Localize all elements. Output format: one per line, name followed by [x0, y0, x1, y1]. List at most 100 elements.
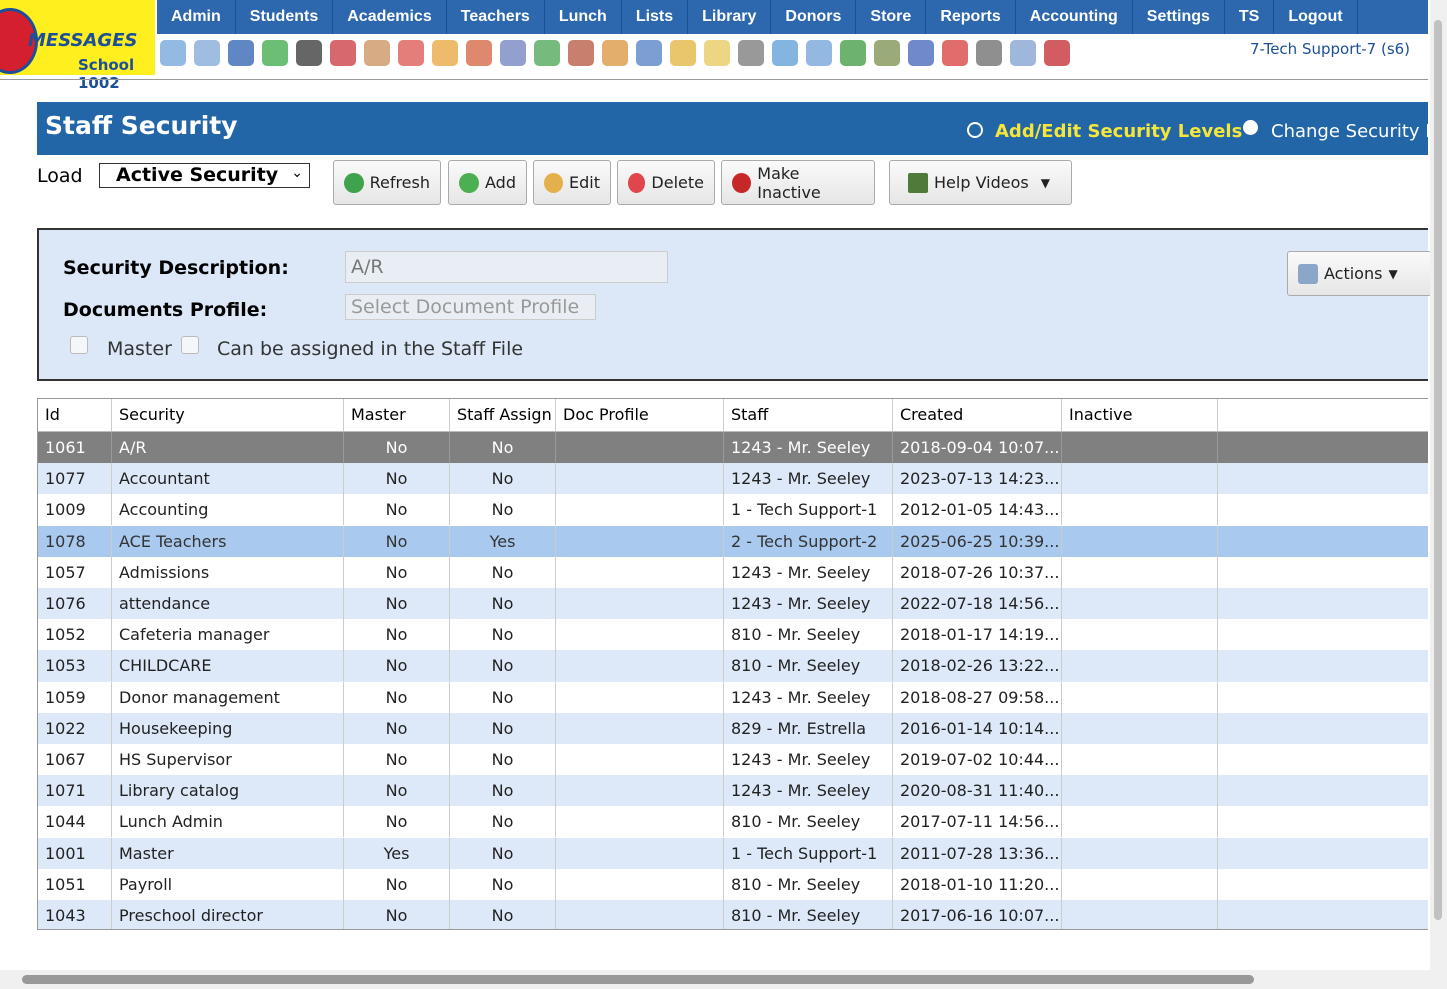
- logo[interactable]: MESSAGES School 1002: [0, 0, 155, 92]
- column-header[interactable]: Staff: [724, 399, 893, 431]
- vertical-scrollbar[interactable]: [1430, 0, 1447, 970]
- toolbar-icon[interactable]: [670, 40, 696, 66]
- scroll-thumb[interactable]: [1434, 20, 1442, 920]
- toolbar-icon[interactable]: [976, 40, 1002, 66]
- toolbar-icon[interactable]: [534, 40, 560, 66]
- checkbox[interactable]: [70, 336, 88, 354]
- nav-item[interactable]: Reports: [926, 0, 1016, 34]
- toolbar-icon[interactable]: [296, 40, 322, 66]
- table-cell: [556, 556, 724, 588]
- table-row[interactable]: 1057 Admissions No No 1243 - Mr. Seeley 2018-…: [38, 556, 1428, 588]
- column-header[interactable]: Security: [112, 399, 344, 431]
- nav-item[interactable]: Lists: [622, 0, 689, 34]
- toolbar-icon[interactable]: [330, 40, 356, 66]
- table-cell: attendance: [112, 588, 344, 619]
- table-cell: [1062, 556, 1218, 588]
- user-label[interactable]: 7-Tech Support-7 (s6): [1250, 40, 1411, 58]
- checkbox[interactable]: [181, 336, 199, 354]
- toolbar-icon[interactable]: [568, 40, 594, 66]
- table-cell: 810 - Mr. Seeley: [724, 806, 893, 838]
- toolbar-icon[interactable]: [160, 40, 186, 66]
- toolbar-icon[interactable]: [908, 40, 934, 66]
- toolbar-icon[interactable]: [228, 40, 254, 66]
- nav-item[interactable]: Teachers: [447, 0, 545, 34]
- mode-option[interactable]: Add/Edit Security Levels: [995, 121, 1243, 142]
- nav-item[interactable]: Academics: [333, 0, 447, 34]
- toolbar-icon[interactable]: [432, 40, 458, 66]
- table-row[interactable]: 1078 ACE Teachers No Yes 2 - Tech Support-2 2…: [38, 525, 1428, 557]
- nav-item[interactable]: Admin: [157, 0, 236, 34]
- nav-item[interactable]: TS: [1225, 0, 1275, 34]
- column-header[interactable]: Master: [344, 399, 450, 431]
- toolbar-icon[interactable]: [738, 40, 764, 66]
- table-row[interactable]: 1051 Payroll No No 810 - Mr. Seeley 2018-01-1…: [38, 868, 1428, 900]
- actions-button[interactable]: Actions ▼: [1287, 251, 1432, 296]
- nav-item[interactable]: Donors: [771, 0, 857, 34]
- horizontal-scrollbar[interactable]: [0, 970, 1447, 989]
- toolbar-icon[interactable]: [364, 40, 390, 66]
- table-row[interactable]: 1044 Lunch Admin No No 810 - Mr. Seeley 2017-…: [38, 806, 1428, 838]
- toolbar-button[interactable]: Help Videos ▼: [889, 160, 1072, 205]
- toolbar-button[interactable]: Edit: [533, 160, 611, 205]
- nav-item[interactable]: Students: [236, 0, 334, 34]
- toolbar-icon[interactable]: [840, 40, 866, 66]
- toolbar-icon[interactable]: [500, 40, 526, 66]
- table-row[interactable]: 1001 Master Yes No 1 - Tech Support-1 2011-07…: [38, 837, 1428, 869]
- table-cell: No: [450, 775, 556, 807]
- table-row[interactable]: 1077 Accountant No No 1243 - Mr. Seeley 2023-…: [38, 463, 1428, 495]
- table-row[interactable]: 1076 attendance No No 1243 - Mr. Seeley 2022-…: [38, 588, 1428, 620]
- table-row[interactable]: 1009 Accounting No No 1 - Tech Support-1 2012…: [38, 494, 1428, 526]
- toolbar-icon[interactable]: [262, 40, 288, 66]
- column-header[interactable]: Doc Profile: [556, 399, 724, 431]
- toolbar-button[interactable]: Refresh: [333, 160, 441, 205]
- table-row[interactable]: 1067 HS Supervisor No No 1243 - Mr. Seeley 20…: [38, 744, 1428, 776]
- column-header[interactable]: Staff Assign: [450, 399, 556, 431]
- toolbar-icon[interactable]: [636, 40, 662, 66]
- nav-item[interactable]: Logout: [1274, 0, 1358, 34]
- toolbar-icon[interactable]: [942, 40, 968, 66]
- toolbar-button[interactable]: Add: [448, 160, 527, 205]
- column-header[interactable]: Created: [893, 399, 1062, 431]
- table-cell: No: [450, 619, 556, 651]
- load-select[interactable]: Active Security ⌄: [99, 163, 310, 188]
- toolbar-button[interactable]: Delete: [617, 160, 715, 205]
- field-label: Documents Profile:: [63, 299, 268, 321]
- nav-item[interactable]: Lunch: [545, 0, 622, 34]
- toolbar-icon[interactable]: [466, 40, 492, 66]
- button-label: Delete: [651, 173, 704, 192]
- table-row[interactable]: 1052 Cafeteria manager No No 810 - Mr. Seele…: [38, 619, 1428, 651]
- toolbar-icon[interactable]: [704, 40, 730, 66]
- radio[interactable]: [967, 122, 983, 138]
- toolbar-icon[interactable]: [806, 40, 832, 66]
- button-icon: [544, 172, 564, 193]
- table-row[interactable]: 1043 Preschool director No No 810 - Mr. Seel…: [38, 900, 1428, 929]
- table-cell: [1062, 525, 1218, 557]
- toolbar-button[interactable]: Make Inactive: [721, 160, 875, 205]
- mode-option[interactable]: Change Security Levels: [1271, 121, 1428, 142]
- scroll-thumb[interactable]: [22, 975, 1254, 984]
- checkbox-label: Can be assigned in the Staff File: [217, 338, 524, 360]
- column-header[interactable]: Id: [38, 399, 112, 431]
- button-icon: [732, 172, 752, 193]
- table-row[interactable]: 1022 Housekeeping No No 829 - Mr. Estrella 20…: [38, 712, 1428, 744]
- profile-select[interactable]: Select Document Profile: [345, 294, 596, 320]
- table-row[interactable]: 1071 Library catalog No No 1243 - Mr. Seeley…: [38, 775, 1428, 807]
- toolbar-icon[interactable]: [874, 40, 900, 66]
- table-cell: No: [450, 681, 556, 713]
- toolbar-icon[interactable]: [398, 40, 424, 66]
- toolbar-icon[interactable]: [772, 40, 798, 66]
- nav-item[interactable]: Store: [856, 0, 927, 34]
- table-row[interactable]: 1059 Donor management No No 1243 - Mr. Seele…: [38, 681, 1428, 713]
- nav-item[interactable]: Accounting: [1016, 0, 1133, 34]
- description-input[interactable]: A/R: [345, 251, 668, 283]
- toolbar-icon[interactable]: [1010, 40, 1036, 66]
- radio[interactable]: [1243, 120, 1258, 135]
- toolbar-icon[interactable]: [194, 40, 220, 66]
- toolbar-icon[interactable]: [602, 40, 628, 66]
- nav-item[interactable]: Library: [688, 0, 772, 34]
- table-row[interactable]: 1061 A/R No No 1243 - Mr. Seeley 2018-09-04 1…: [38, 432, 1428, 464]
- nav-item[interactable]: Settings: [1133, 0, 1225, 34]
- toolbar-icon[interactable]: [1044, 40, 1070, 66]
- table-row[interactable]: 1053 CHILDCARE No No 810 - Mr. Seeley 2018-02…: [38, 650, 1428, 682]
- column-header[interactable]: Inactive: [1062, 399, 1218, 431]
